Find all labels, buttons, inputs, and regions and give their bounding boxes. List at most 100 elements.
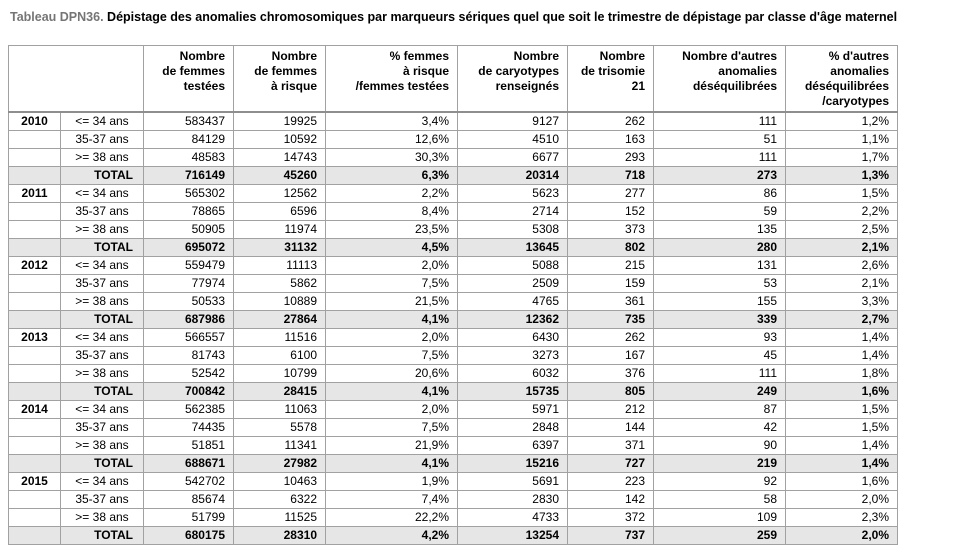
value-cell: 4765: [457, 291, 568, 311]
age-group-cell: 35-37 ans: [60, 489, 144, 509]
value-cell: 1,5%: [785, 183, 898, 203]
value-cell: 2,0%: [325, 399, 458, 419]
value-cell: 1,5%: [785, 417, 898, 437]
value-cell: 1,4%: [785, 435, 898, 455]
age-group-cell: 35-37 ans: [60, 129, 144, 149]
age-group-cell: <= 34 ans: [60, 399, 144, 419]
year-cell: [8, 345, 61, 365]
value-cell: 3,3%: [785, 291, 898, 311]
header-cell-femmes-a-risque: Nombre de femmes à risque: [233, 45, 326, 113]
value-cell: 1,4%: [785, 327, 898, 347]
age-group-cell: <= 34 ans: [60, 111, 144, 131]
year-cell: 2012: [8, 255, 61, 275]
value-cell: 6430: [457, 327, 568, 347]
value-cell: 1,5%: [785, 399, 898, 419]
value-cell: 700842: [143, 381, 234, 401]
value-cell: 2,0%: [325, 327, 458, 347]
total-row: TOTAL 700842 28415 4,1% 15735 805 249 1,6%: [8, 381, 898, 401]
age-group-cell: TOTAL: [60, 165, 144, 185]
value-cell: 84129: [143, 129, 234, 149]
value-cell: 2,6%: [785, 255, 898, 275]
value-cell: 10463: [233, 471, 326, 491]
age-group-cell: >= 38 ans: [60, 507, 144, 527]
year-cell: [8, 453, 61, 473]
value-cell: 50533: [143, 291, 234, 311]
value-cell: 2,5%: [785, 219, 898, 239]
value-cell: 737: [567, 525, 654, 545]
age-group-cell: >= 38 ans: [60, 435, 144, 455]
year-cell: 2014: [8, 399, 61, 419]
table-row: 2012 <= 34 ans 559479 11113 2,0% 5088 215 131 2,…: [8, 255, 898, 275]
value-cell: 31132: [233, 237, 326, 257]
value-cell: 5971: [457, 399, 568, 419]
year-cell: [8, 435, 61, 455]
value-cell: 5088: [457, 255, 568, 275]
value-cell: 93: [653, 327, 786, 347]
age-group-cell: 35-37 ans: [60, 345, 144, 365]
header-cell-trisomie-21: Nombre de trisomie 21: [567, 45, 654, 113]
value-cell: 53: [653, 273, 786, 293]
table-row: 2014 <= 34 ans 562385 11063 2,0% 5971 212 87 1,5…: [8, 399, 898, 419]
value-cell: 12562: [233, 183, 326, 203]
value-cell: 85674: [143, 489, 234, 509]
total-row: TOTAL 687986 27864 4,1% 12362 735 339 2,7%: [8, 309, 898, 329]
table-number-label: Tableau DPN36.: [10, 10, 104, 24]
value-cell: 27864: [233, 309, 326, 329]
value-cell: 1,4%: [785, 453, 898, 473]
value-cell: 215: [567, 255, 654, 275]
value-cell: 583437: [143, 111, 234, 131]
value-cell: 111: [653, 147, 786, 167]
value-cell: 22,2%: [325, 507, 458, 527]
value-cell: 74435: [143, 417, 234, 437]
value-cell: 142: [567, 489, 654, 509]
value-cell: 1,6%: [785, 381, 898, 401]
value-cell: 2,2%: [325, 183, 458, 203]
value-cell: 277: [567, 183, 654, 203]
header-row: Nombre de femmes testées Nombre de femme…: [8, 45, 898, 113]
value-cell: 13254: [457, 525, 568, 545]
age-group-cell: <= 34 ans: [60, 183, 144, 203]
total-row: TOTAL 680175 28310 4,2% 13254 737 259 2,0%: [8, 525, 898, 545]
value-cell: 2,3%: [785, 507, 898, 527]
value-cell: 78865: [143, 201, 234, 221]
value-cell: 2,0%: [325, 255, 458, 275]
value-cell: 8,4%: [325, 201, 458, 221]
age-group-cell: <= 34 ans: [60, 471, 144, 491]
value-cell: 21,9%: [325, 435, 458, 455]
value-cell: 249: [653, 381, 786, 401]
year-cell: [8, 165, 61, 185]
value-cell: 45: [653, 345, 786, 365]
value-cell: 372: [567, 507, 654, 527]
year-cell: [8, 363, 61, 383]
value-cell: 144: [567, 417, 654, 437]
value-cell: 2,1%: [785, 237, 898, 257]
value-cell: 802: [567, 237, 654, 257]
table-row: 2011 <= 34 ans 565302 12562 2,2% 5623 277 86 1,5…: [8, 183, 898, 203]
value-cell: 6032: [457, 363, 568, 383]
table-row: 2013 <= 34 ans 566557 11516 2,0% 6430 262 93 1,4…: [8, 327, 898, 347]
value-cell: 688671: [143, 453, 234, 473]
table-row: >= 38 ans 50533 10889 21,5% 4765 361 155 3,3%: [8, 291, 898, 311]
value-cell: 23,5%: [325, 219, 458, 239]
value-cell: 6,3%: [325, 165, 458, 185]
value-cell: 20314: [457, 165, 568, 185]
value-cell: 6677: [457, 147, 568, 167]
value-cell: 11516: [233, 327, 326, 347]
value-cell: 14743: [233, 147, 326, 167]
year-cell: 2015: [8, 471, 61, 491]
age-group-cell: >= 38 ans: [60, 291, 144, 311]
value-cell: 167: [567, 345, 654, 365]
value-cell: 77974: [143, 273, 234, 293]
table-row: 35-37 ans 85674 6322 7,4% 2830 142 58 2,0%: [8, 489, 898, 509]
header-cell-caryotypes-renseignes: Nombre de caryotypes renseignés: [457, 45, 568, 113]
value-cell: 50905: [143, 219, 234, 239]
value-cell: 81743: [143, 345, 234, 365]
table-row: 2015 <= 34 ans 542702 10463 1,9% 5691 223 92 1,6…: [8, 471, 898, 491]
year-cell: 2010: [8, 111, 61, 131]
value-cell: 2,1%: [785, 273, 898, 293]
table-row: >= 38 ans 48583 14743 30,3% 6677 293 111 1,7%: [8, 147, 898, 167]
value-cell: 163: [567, 129, 654, 149]
value-cell: 273: [653, 165, 786, 185]
value-cell: 371: [567, 435, 654, 455]
year-cell: 2013: [8, 327, 61, 347]
